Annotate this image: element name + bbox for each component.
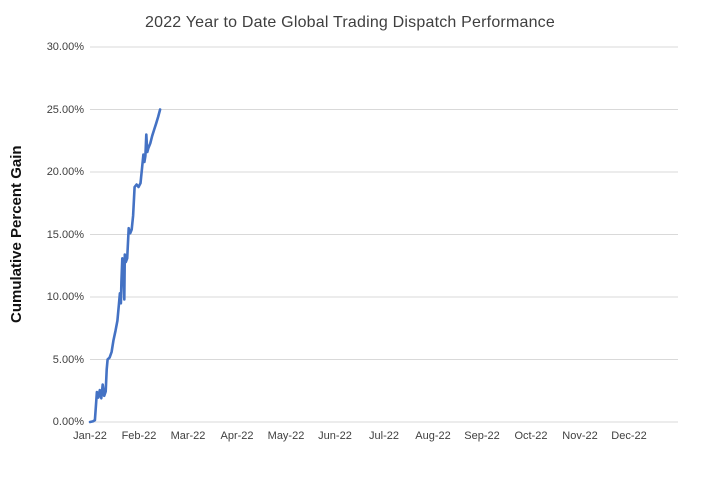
x-tick-label: Dec-22 — [611, 430, 647, 442]
y-tick-label: 10.00% — [46, 291, 84, 303]
y-tick-label: 20.00% — [46, 166, 84, 178]
x-tick-label: Jul-22 — [369, 430, 399, 442]
chart-title: 2022 Year to Date Global Trading Dispatc… — [145, 14, 555, 31]
y-tick-label: 30.00% — [46, 41, 84, 53]
x-tick-label: Mar-22 — [170, 430, 206, 442]
x-tick-label: Sep-22 — [464, 430, 500, 442]
y-tick-label: 0.00% — [52, 416, 84, 428]
x-tick-label: Nov-22 — [562, 430, 598, 442]
x-tick-label: Jan-22 — [73, 430, 107, 442]
y-tick-label: 25.00% — [46, 103, 84, 116]
data-line-series — [88, 108, 162, 424]
x-tick-label: May-22 — [267, 430, 305, 442]
x-tick-label: Oct-22 — [514, 430, 548, 442]
x-tick-label: Apr-22 — [220, 430, 254, 442]
x-tick-label: Aug-22 — [415, 430, 451, 442]
x-tick-label: Jun-22 — [318, 430, 352, 442]
x-tick-label: Feb-22 — [121, 430, 157, 442]
y-tick-label: 15.00% — [46, 228, 84, 241]
y-tick-label: 5.00% — [52, 353, 84, 366]
